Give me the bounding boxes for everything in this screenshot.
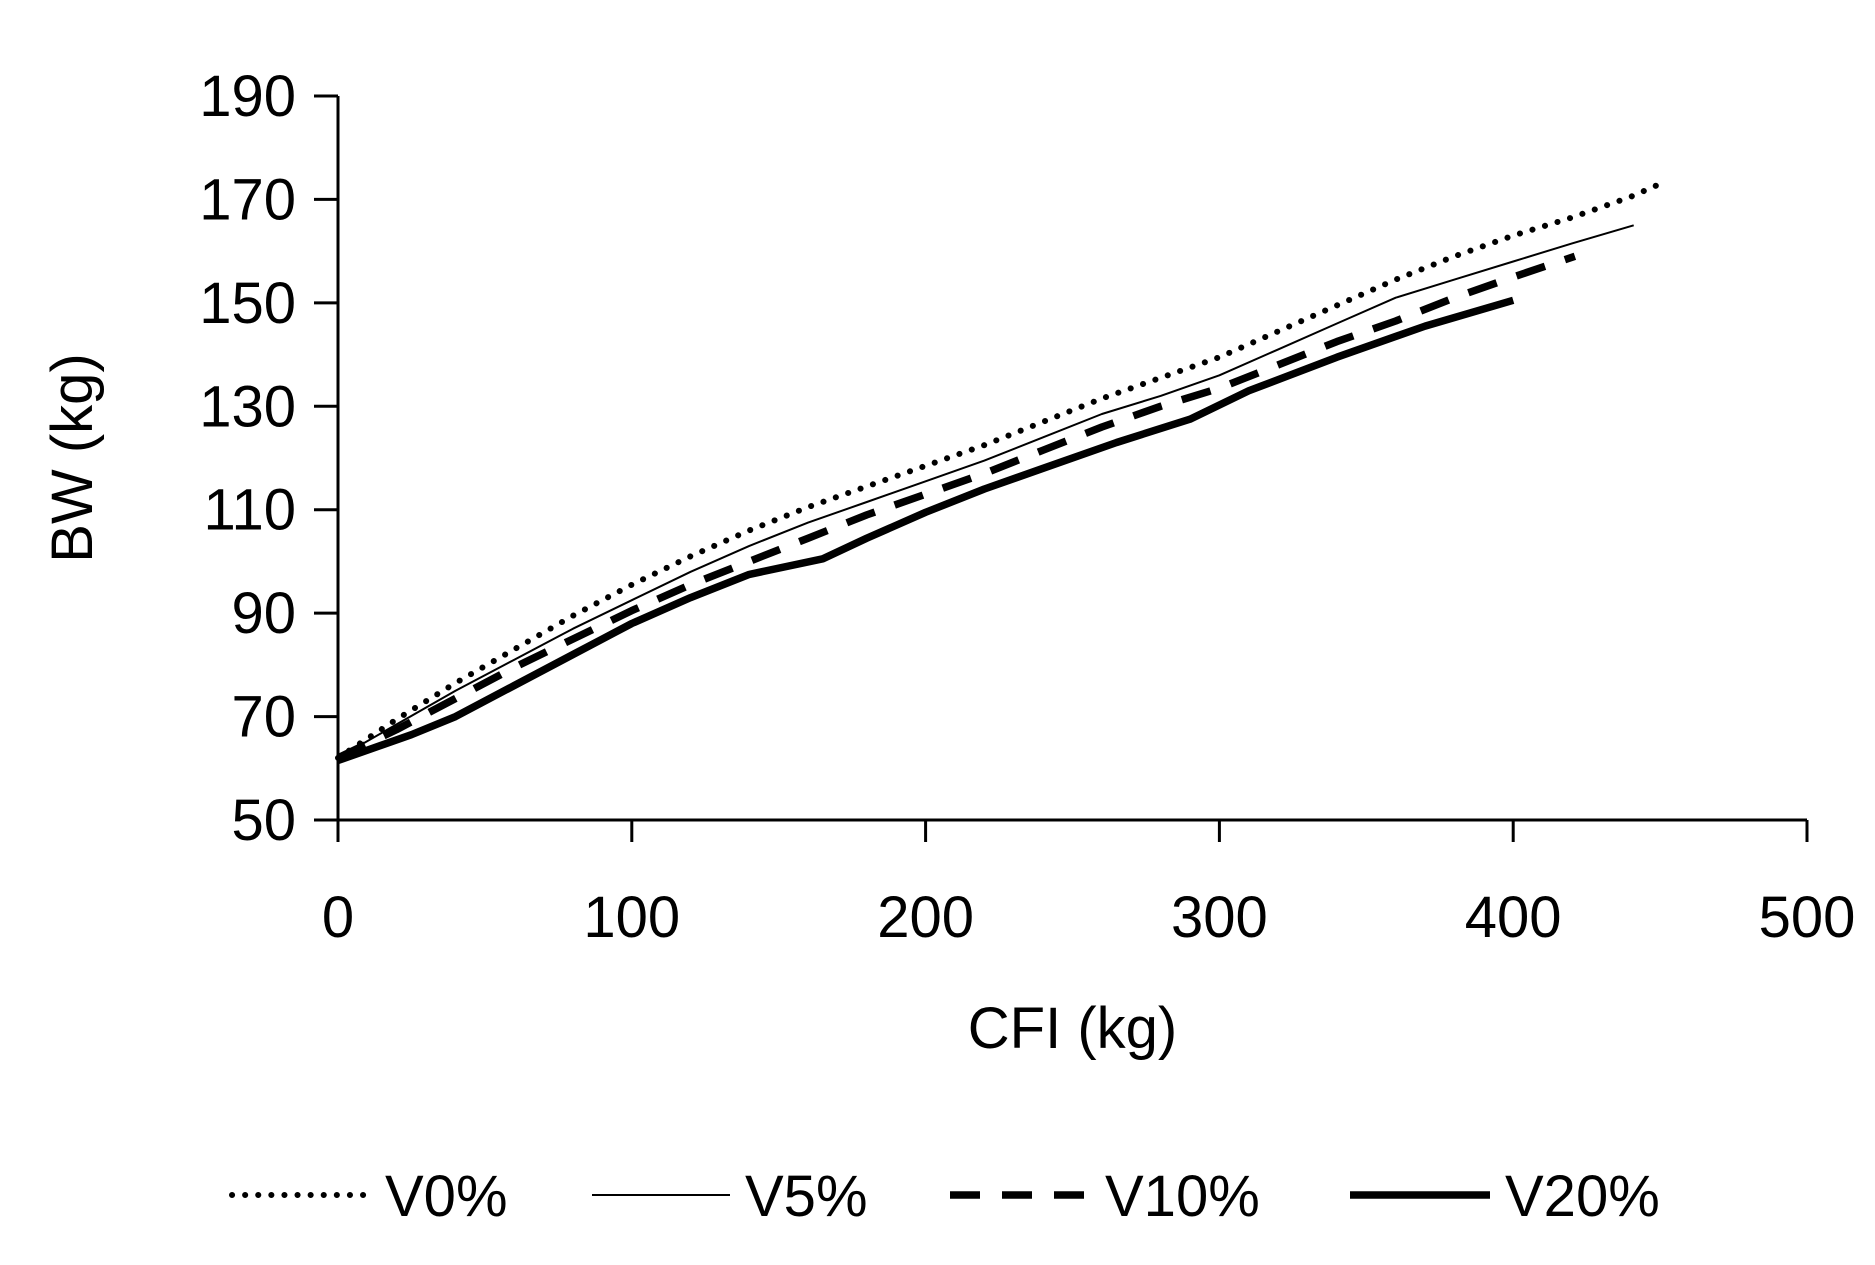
x-tick-label: 100 <box>583 885 680 950</box>
y-tick-label: 130 <box>199 374 296 439</box>
x-tick-label: 500 <box>1759 885 1856 950</box>
legend-label: V10% <box>1105 1164 1260 1229</box>
legend-label: V5% <box>745 1164 868 1229</box>
y-tick-label: 110 <box>204 478 296 543</box>
legend-label: V0% <box>385 1164 508 1229</box>
series-line-v0pct <box>335 178 1669 761</box>
y-tick-label: 150 <box>199 271 296 336</box>
series-line-v5pct <box>337 224 1634 759</box>
legend: V0% V5% V10% V20% <box>229 1164 1660 1229</box>
x-tick-label: 0 <box>322 885 354 950</box>
series-line-v20pct <box>336 296 1515 765</box>
legend-label: V20% <box>1505 1164 1660 1229</box>
y-tick-label: 90 <box>231 581 296 646</box>
y-axis-title: BW (kg) <box>40 353 105 562</box>
y-tick-label: 70 <box>231 685 296 750</box>
x-axis-title: CFI (kg) <box>968 996 1177 1061</box>
series-lines <box>335 178 1669 765</box>
y-tick-label: 170 <box>199 167 296 232</box>
x-tick-label: 200 <box>877 885 974 950</box>
series-line-v10pct <box>336 252 1577 762</box>
y-tick-label: 190 <box>199 64 296 129</box>
x-tick-label: 300 <box>1171 885 1268 950</box>
axes: 50 70 90 110 130 150 170 190 0 100 200 300 400 500 CFI… <box>40 64 1855 1061</box>
y-tick-label: 50 <box>231 788 296 853</box>
x-tick-label: 400 <box>1465 885 1562 950</box>
